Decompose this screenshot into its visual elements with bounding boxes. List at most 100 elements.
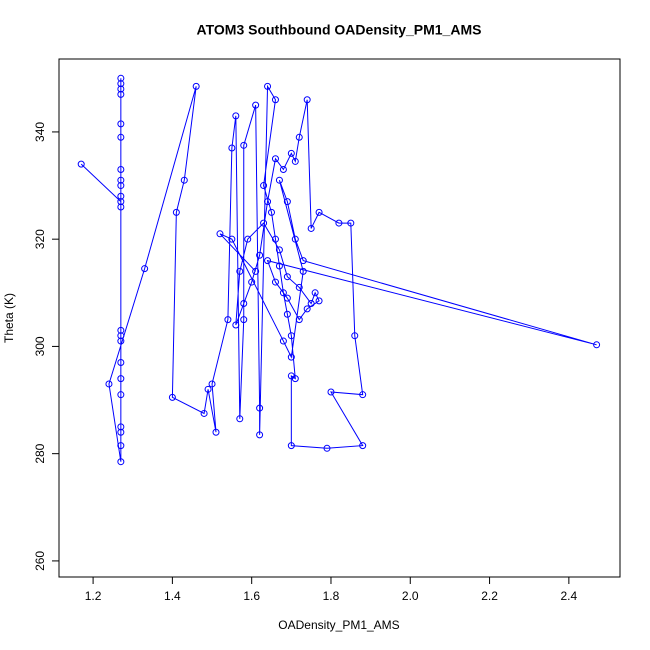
point [117,165,125,173]
point [117,74,125,82]
point [105,380,113,388]
point [593,341,601,349]
point [359,391,367,399]
point [271,96,279,104]
point [180,176,188,184]
point [287,353,295,361]
point [117,332,125,340]
point [236,415,244,423]
x-tick-label: 2.0 [402,589,419,603]
point [264,257,272,265]
point [77,160,85,168]
point [117,90,125,98]
point [212,428,220,436]
plot-frame [58,58,621,578]
point [264,198,272,206]
y-tick-label: 340 [33,122,47,142]
y-axis-label: Theta (K) [2,293,16,343]
point [275,262,283,270]
chart-title: ATOM3 Southbound OADensity_PM1_AMS [197,22,482,38]
y-tick-label: 320 [33,229,47,249]
point [232,321,240,329]
y-tick-label: 280 [33,443,47,463]
point [327,388,335,396]
point [291,157,299,165]
x-axis-label: OADensity_PM1_AMS [278,618,399,632]
point [172,208,180,216]
point [351,332,359,340]
point [303,305,311,313]
point [192,82,200,90]
point [240,141,248,149]
point [228,235,236,243]
point [117,326,125,334]
point [291,235,299,243]
point [117,203,125,211]
point [275,176,283,184]
point [236,267,244,275]
point [117,192,125,200]
point [268,208,276,216]
point [271,278,279,286]
point [117,80,125,88]
point [228,144,236,152]
point [359,442,367,450]
point [240,316,248,324]
point [244,235,252,243]
point [117,337,125,345]
point [260,182,268,190]
point [303,96,311,104]
point [264,82,272,90]
point [208,380,216,388]
point [260,219,268,227]
point [307,224,315,232]
point [232,112,240,120]
point [347,219,355,227]
x-tick-label: 1.8 [323,589,340,603]
point [117,120,125,128]
point [117,176,125,184]
point [279,165,287,173]
point [224,316,232,324]
point [315,208,323,216]
point [295,133,303,141]
point [283,273,291,281]
point [252,267,260,275]
point [287,149,295,157]
y-tick-label: 260 [33,551,47,571]
y-tick-label: 300 [33,336,47,356]
point [141,265,149,273]
point [200,409,208,417]
point [117,428,125,436]
point [256,431,264,439]
point [287,332,295,340]
point [117,391,125,399]
point [117,442,125,450]
point [216,230,224,238]
point [323,444,331,452]
point [117,375,125,383]
point [271,155,279,163]
x-tick-label: 1.4 [164,589,181,603]
point [252,101,260,109]
point [295,283,303,291]
point [283,310,291,318]
point [248,278,256,286]
point [279,337,287,345]
point [299,267,307,275]
point [117,85,125,93]
x-tick-label: 2.2 [481,589,498,603]
point [117,133,125,141]
point [117,359,125,367]
point [283,198,291,206]
point [204,385,212,393]
point [287,372,295,380]
point [311,289,319,297]
point [117,198,125,206]
point [271,235,279,243]
x-tick-label: 1.6 [243,589,260,603]
point [117,182,125,190]
x-tick-label: 1.2 [85,589,102,603]
